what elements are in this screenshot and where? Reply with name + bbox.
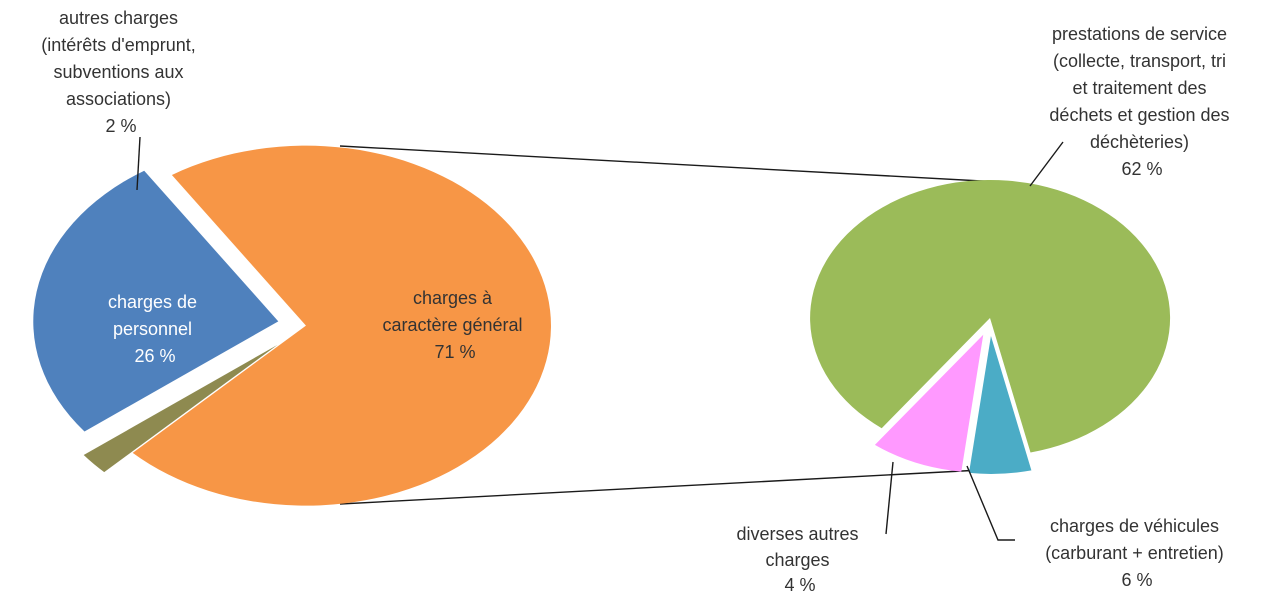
pie-slice-charges-de-personnel xyxy=(33,170,279,432)
leader-line-vehicules xyxy=(966,465,1015,541)
leader-line-prestations xyxy=(1029,141,1064,187)
pie-slice-prestations-de-service xyxy=(810,180,1171,453)
leader-line-autres-charges xyxy=(136,136,141,191)
pie-slice-charges-de-vehicules xyxy=(874,334,984,472)
label-charges-caractere-general: charges à caractère général 71 % xyxy=(382,288,527,362)
pie-slice-charges-caractere-general xyxy=(132,145,551,506)
label-prestations-de-service: prestations de service (collecte, transp… xyxy=(1049,24,1234,179)
connector-line-bottom xyxy=(339,468,1001,505)
pie-slice-autres-charges xyxy=(83,344,278,473)
label-charges-de-personnel: charges de personnel 26 % xyxy=(108,292,202,366)
leader-line-diverses xyxy=(885,461,894,535)
label-diverses-autres-charges: diverses autres charges 4 % xyxy=(736,524,863,594)
label-autres-charges: autres charges (intérêts d'emprunt, subv… xyxy=(41,8,201,136)
connector-line-top xyxy=(339,145,1001,183)
label-charges-de-vehicules: charges de véhicules (carburant + entret… xyxy=(1045,516,1229,590)
pie-slice-diverses-autres-charges xyxy=(969,335,1032,474)
